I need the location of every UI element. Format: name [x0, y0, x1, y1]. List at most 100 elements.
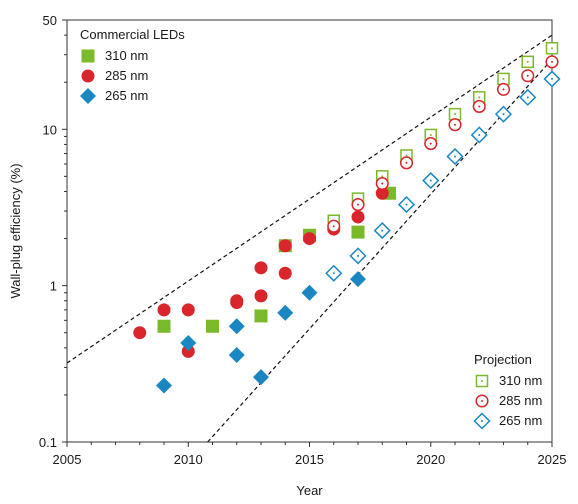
marker-diamond — [180, 334, 197, 351]
marker-center-dot — [551, 77, 553, 80]
data-point — [497, 72, 510, 86]
data-point — [470, 126, 488, 144]
legend-marker — [475, 394, 489, 408]
data-point — [399, 156, 414, 170]
data-point — [327, 219, 341, 233]
marker-center-dot — [454, 123, 456, 126]
data-point — [228, 318, 245, 335]
marker-diamond — [350, 271, 366, 288]
data-point — [303, 232, 316, 246]
data-point — [373, 222, 391, 240]
legend-label: 265 nm — [499, 413, 542, 428]
marker-center-dot — [481, 380, 483, 382]
data-point — [351, 210, 365, 224]
data-point — [496, 82, 511, 96]
marker-center-dot — [405, 161, 408, 164]
y-tick-label: 50 — [43, 13, 57, 28]
marker-center-dot — [454, 113, 456, 116]
marker-circle — [81, 69, 95, 83]
marker-diamond — [156, 377, 172, 394]
data-point — [519, 88, 537, 106]
data-point — [448, 107, 462, 121]
x-tick-label: 2025 — [538, 452, 567, 467]
legend-projection-title: Projection — [474, 352, 532, 367]
data-point — [397, 196, 416, 214]
axis-ticks: 2005 2010 2015 2020 2025 0.1 1 10 50 — [39, 13, 567, 467]
marker-center-dot — [481, 400, 483, 402]
marker-circle — [254, 261, 268, 275]
legend-label: 310 nm — [105, 48, 148, 63]
marker-circle — [181, 303, 195, 317]
y-tick-label: 0.1 — [39, 435, 57, 450]
marker-center-dot — [551, 60, 553, 63]
data-point — [157, 303, 171, 317]
marker-diamond — [253, 369, 269, 386]
data-point — [349, 247, 367, 265]
data-point — [278, 266, 292, 280]
marker-diamond — [301, 284, 318, 301]
marker-center-dot — [381, 229, 384, 232]
marker-center-dot — [502, 113, 505, 116]
y-axis-title: Wall-plug efficiency (%) — [8, 163, 23, 298]
marker-circle — [278, 239, 292, 253]
series-commercial-265nm — [156, 271, 366, 394]
marker-diamond — [277, 304, 294, 321]
x-tick-label: 2015 — [295, 452, 324, 467]
x-tick-label: 2020 — [416, 452, 445, 467]
x-tick-label: 2005 — [53, 452, 82, 467]
legend-marker — [81, 69, 95, 83]
marker-circle — [375, 186, 389, 200]
data-point — [253, 369, 269, 386]
data-point — [448, 118, 462, 132]
series-commercial-285nm — [133, 186, 389, 358]
data-point — [325, 264, 343, 282]
marker-circle — [157, 303, 171, 317]
y-tick-label: 1 — [50, 279, 57, 294]
marker-center-dot — [526, 74, 529, 77]
marker-center-dot — [381, 175, 384, 178]
data-markers — [133, 41, 561, 394]
legend-commercial-title: Commercial LEDs — [80, 27, 185, 42]
x-tick-label: 2010 — [174, 452, 203, 467]
legend-label: 265 nm — [105, 88, 148, 103]
data-point — [351, 198, 365, 212]
marker-center-dot — [481, 420, 483, 422]
legend-marker — [80, 88, 96, 104]
data-point — [424, 137, 438, 151]
data-point — [446, 147, 464, 166]
data-point — [206, 319, 219, 333]
data-point — [180, 334, 197, 351]
series-projection-310nm — [327, 41, 559, 228]
legend-label: 285 nm — [499, 393, 542, 408]
data-point — [494, 105, 513, 123]
marker-circle — [303, 232, 316, 246]
x-axis-title: Year — [296, 483, 323, 498]
data-point — [228, 347, 245, 364]
marker-square — [254, 309, 268, 323]
series-projection-265nm — [325, 70, 561, 282]
marker-center-dot — [526, 60, 529, 63]
data-point — [350, 271, 366, 288]
data-point — [545, 41, 559, 55]
marker-center-dot — [526, 96, 529, 99]
marker-center-dot — [478, 133, 481, 136]
marker-center-dot — [332, 272, 335, 275]
marker-center-dot — [405, 154, 408, 157]
data-point — [157, 319, 171, 333]
marker-center-dot — [478, 105, 481, 108]
marker-circle — [351, 210, 365, 224]
data-point — [351, 225, 365, 239]
marker-center-dot — [357, 254, 359, 257]
marker-center-dot — [332, 225, 335, 228]
data-point — [254, 309, 268, 323]
marker-center-dot — [454, 155, 456, 158]
marker-center-dot — [429, 179, 432, 182]
marker-center-dot — [429, 133, 432, 136]
marker-center-dot — [429, 142, 432, 145]
data-point — [545, 55, 559, 69]
data-point — [472, 99, 486, 113]
marker-diamond — [80, 88, 96, 104]
data-point — [543, 70, 561, 88]
data-point — [375, 186, 389, 200]
